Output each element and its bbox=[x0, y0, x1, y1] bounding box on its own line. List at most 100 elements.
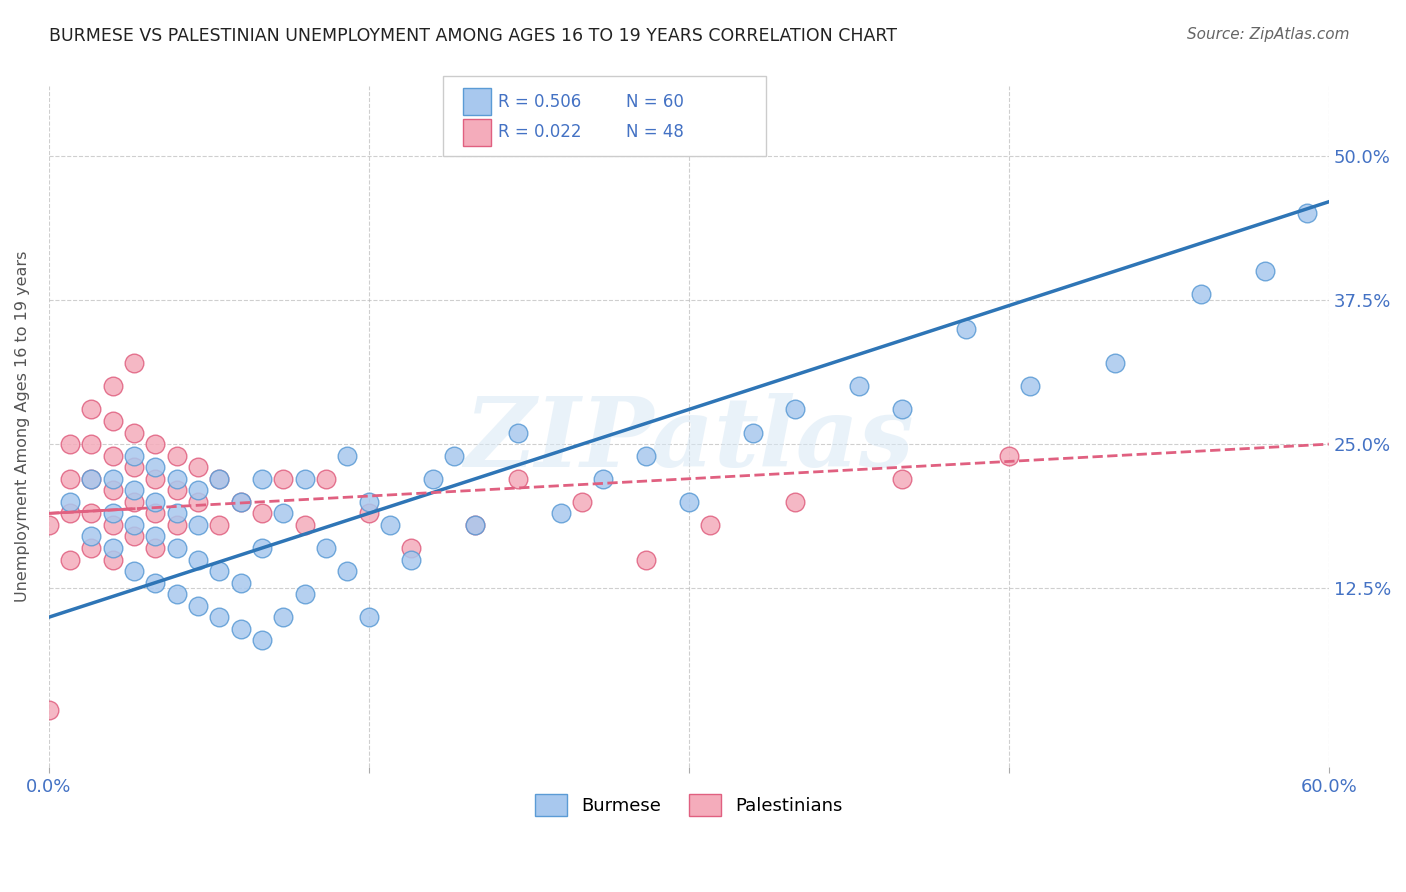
Point bbox=[1019, 379, 1042, 393]
Point bbox=[592, 472, 614, 486]
Point bbox=[145, 437, 167, 451]
Point bbox=[101, 449, 124, 463]
Point bbox=[571, 495, 593, 509]
Point bbox=[101, 379, 124, 393]
Point bbox=[80, 541, 103, 555]
Point bbox=[145, 541, 167, 555]
Text: BURMESE VS PALESTINIAN UNEMPLOYMENT AMONG AGES 16 TO 19 YEARS CORRELATION CHART: BURMESE VS PALESTINIAN UNEMPLOYMENT AMON… bbox=[49, 27, 897, 45]
Point bbox=[506, 425, 529, 440]
Point bbox=[187, 517, 209, 532]
Point bbox=[59, 507, 82, 521]
Point bbox=[122, 517, 145, 532]
Point bbox=[229, 495, 252, 509]
Point bbox=[145, 472, 167, 486]
Point bbox=[741, 425, 763, 440]
Point bbox=[699, 517, 721, 532]
Point bbox=[101, 517, 124, 532]
Point bbox=[378, 517, 401, 532]
Point bbox=[273, 507, 295, 521]
Point bbox=[101, 507, 124, 521]
Point bbox=[187, 599, 209, 613]
Text: R = 0.506: R = 0.506 bbox=[498, 93, 581, 111]
Point bbox=[401, 541, 423, 555]
Point bbox=[678, 495, 700, 509]
Point bbox=[229, 622, 252, 636]
Text: N = 48: N = 48 bbox=[626, 123, 683, 141]
Point bbox=[422, 472, 444, 486]
Point bbox=[636, 552, 658, 566]
Point bbox=[59, 437, 82, 451]
Point bbox=[294, 472, 316, 486]
Point bbox=[848, 379, 870, 393]
Point bbox=[955, 322, 977, 336]
Point bbox=[229, 495, 252, 509]
Point bbox=[59, 552, 82, 566]
Point bbox=[997, 449, 1019, 463]
Point bbox=[145, 507, 167, 521]
Point bbox=[294, 517, 316, 532]
Point bbox=[357, 610, 380, 624]
Point bbox=[250, 633, 273, 648]
Point bbox=[187, 483, 209, 498]
Point bbox=[506, 472, 529, 486]
Point bbox=[315, 472, 337, 486]
Point bbox=[785, 402, 807, 417]
Point bbox=[250, 507, 273, 521]
Y-axis label: Unemployment Among Ages 16 to 19 years: Unemployment Among Ages 16 to 19 years bbox=[15, 252, 30, 602]
Point bbox=[315, 541, 337, 555]
Point bbox=[250, 541, 273, 555]
Point bbox=[145, 460, 167, 475]
Point bbox=[443, 449, 465, 463]
Text: ZIPatlas: ZIPatlas bbox=[464, 393, 914, 487]
Text: N = 60: N = 60 bbox=[626, 93, 683, 111]
Point bbox=[122, 460, 145, 475]
Point bbox=[636, 449, 658, 463]
Point bbox=[1296, 206, 1319, 220]
Point bbox=[145, 529, 167, 543]
Point bbox=[122, 483, 145, 498]
Point bbox=[1189, 287, 1212, 301]
Point bbox=[101, 414, 124, 428]
Point bbox=[336, 449, 359, 463]
Point bbox=[80, 472, 103, 486]
Point bbox=[550, 507, 572, 521]
Point bbox=[80, 472, 103, 486]
Point bbox=[59, 495, 82, 509]
Point bbox=[187, 460, 209, 475]
Point bbox=[166, 517, 188, 532]
Point bbox=[187, 552, 209, 566]
Point bbox=[122, 495, 145, 509]
Point bbox=[1254, 264, 1277, 278]
Point bbox=[166, 541, 188, 555]
Point bbox=[294, 587, 316, 601]
Point bbox=[38, 702, 60, 716]
Point bbox=[785, 495, 807, 509]
Legend: Burmese, Palestinians: Burmese, Palestinians bbox=[527, 787, 851, 823]
Point bbox=[208, 472, 231, 486]
Point bbox=[122, 425, 145, 440]
Point bbox=[38, 517, 60, 532]
Point bbox=[336, 564, 359, 578]
Point bbox=[891, 402, 914, 417]
Point bbox=[145, 575, 167, 590]
Point bbox=[401, 552, 423, 566]
Point bbox=[122, 529, 145, 543]
Point bbox=[273, 472, 295, 486]
Point bbox=[208, 564, 231, 578]
Point bbox=[122, 564, 145, 578]
Point bbox=[166, 507, 188, 521]
Text: Source: ZipAtlas.com: Source: ZipAtlas.com bbox=[1187, 27, 1350, 42]
Point bbox=[166, 472, 188, 486]
Point bbox=[1104, 356, 1126, 370]
Point bbox=[80, 529, 103, 543]
Point bbox=[208, 517, 231, 532]
Point bbox=[208, 472, 231, 486]
Point bbox=[357, 507, 380, 521]
Point bbox=[229, 575, 252, 590]
Point bbox=[464, 517, 486, 532]
Point bbox=[101, 472, 124, 486]
Point bbox=[166, 483, 188, 498]
Point bbox=[145, 495, 167, 509]
Point bbox=[59, 472, 82, 486]
Point bbox=[122, 449, 145, 463]
